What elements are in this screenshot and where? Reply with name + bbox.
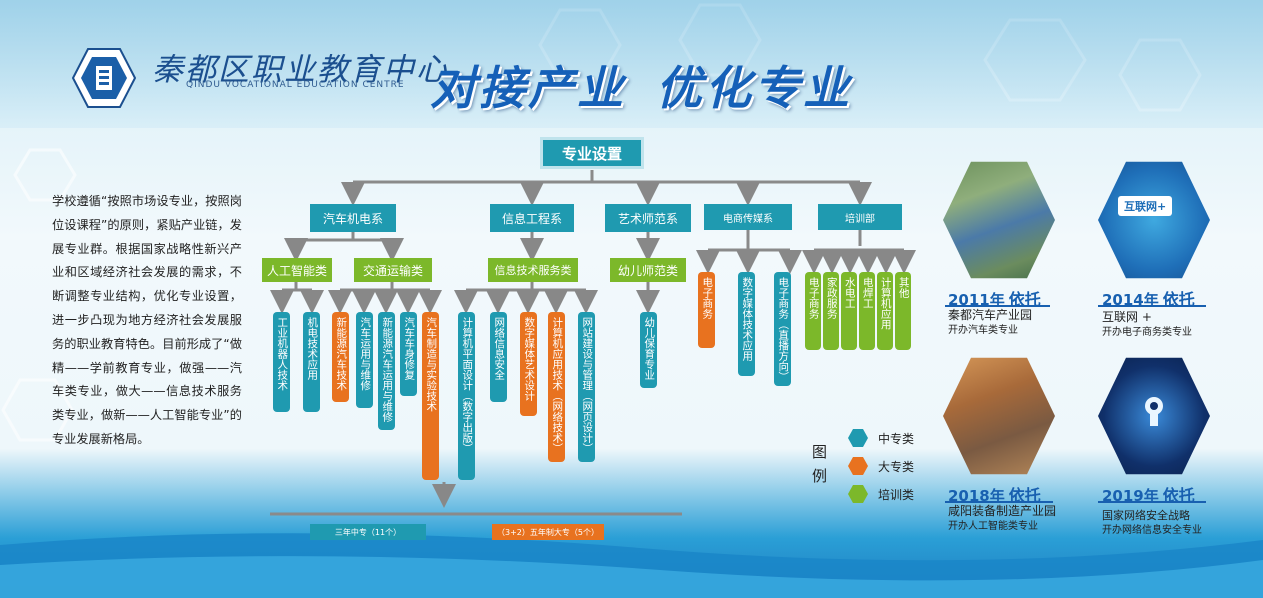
- training-ecommerce: 电子商务: [805, 272, 821, 350]
- milestone-verb: 依托: [1008, 290, 1041, 309]
- tree-root-node: 专业设置: [540, 137, 644, 169]
- footer-college-count: （3+2）五年制大专（5个）: [492, 524, 604, 540]
- milestone-verb: 依托: [1162, 290, 1195, 309]
- legend-item-training: 培训类: [848, 484, 914, 504]
- milestone-year: 2018年: [948, 487, 1005, 505]
- dept-ecommerce-media: 电商传媒系: [704, 204, 792, 230]
- milestone-2011-desc: 秦都汽车产业园 开办汽车类专业: [948, 308, 1032, 338]
- subcat-transportation: 交通运输类: [354, 258, 432, 282]
- legend-label: 大专类: [878, 459, 915, 474]
- major-childcare: 幼儿保育专业: [640, 312, 657, 388]
- major-auto-body-repair: 汽车车身修复: [400, 312, 417, 396]
- milestone-year: 2014年: [1102, 291, 1159, 309]
- milestone-year: 2011年: [948, 291, 1005, 309]
- training-computer-application: 计算机应用: [877, 272, 893, 350]
- milestone-verb: 依托: [1162, 486, 1195, 505]
- title-part-1: 对接产业: [430, 61, 626, 115]
- milestone-line1: 咸阳装备制造产业园: [948, 504, 1057, 518]
- milestone-line1: 互联网 +: [1102, 310, 1152, 324]
- major-graphic-design: 计算机平面设计（数字出版）: [458, 312, 475, 480]
- milestone-year: 2019年: [1102, 487, 1159, 505]
- major-ecommerce-livestream: 电子商务（直播方向）: [774, 272, 791, 386]
- major-electromechanical-tech: 机电技术应用: [303, 312, 320, 412]
- training-plumber-electrician: 水电工: [841, 272, 857, 350]
- major-network-security: 网络信息安全: [490, 312, 507, 402]
- milestone-line2: 开办网络信息安全专业: [1102, 525, 1202, 536]
- legend-swatch-secondary: [848, 429, 868, 447]
- header-band: [0, 0, 1263, 128]
- subcat-artificial-intelligence: 人工智能类: [262, 258, 332, 282]
- major-new-energy-maintenance: 新能源汽车运用与维修: [378, 312, 395, 430]
- milestone-2019-heading: 2019年 依托: [1102, 482, 1195, 506]
- milestone-line2: 开办汽车类专业: [948, 325, 1018, 336]
- legend-item-secondary: 中专类: [848, 428, 914, 448]
- training-housekeeping: 家政服务: [823, 272, 839, 350]
- dept-training: 培训部: [818, 204, 902, 230]
- training-welder: 电焊工: [859, 272, 875, 350]
- subcat-it-services: 信息技术服务类: [488, 258, 578, 282]
- legend-swatch-training: [848, 485, 868, 503]
- milestone-line1: 秦都汽车产业园: [948, 308, 1033, 322]
- milestone-2014-heading: 2014年 依托: [1102, 286, 1195, 310]
- dept-arts-education: 艺术师范系: [605, 204, 691, 232]
- milestone-verb: 依托: [1008, 486, 1041, 505]
- milestone-2019-desc: 国家网络安全战略开办网络信息安全专业: [1102, 508, 1202, 538]
- legend-item-college: 大专类: [848, 456, 914, 476]
- major-new-energy-vehicle: 新能源汽车技术: [332, 312, 349, 402]
- milestone-2018-heading: 2018年 依托: [948, 482, 1041, 506]
- milestone-line1: 国家网络安全战略: [1102, 509, 1190, 522]
- major-ecommerce-college: 电子商务: [698, 272, 715, 348]
- school-name: 秦都区职业教育中心: [152, 52, 449, 88]
- milestone-2014-desc: 互联网 + 开办电子商务类专业: [1102, 310, 1192, 340]
- dept-auto-electromechanical: 汽车机电系: [310, 204, 396, 232]
- milestone-2011-heading: 2011年 依托: [948, 286, 1041, 310]
- major-industrial-robotics: 工业机器人技术: [273, 312, 290, 412]
- legend-title: 图例: [812, 443, 828, 485]
- legend-label: 中专类: [878, 431, 915, 446]
- milestone-2018-desc: 咸阳装备制造产业园 开办人工智能类专业: [948, 504, 1056, 534]
- major-digital-media-tech: 数字媒体技术应用: [738, 272, 755, 376]
- major-auto-manufacturing: 汽车制造与实验技术: [422, 312, 439, 480]
- major-auto-maintenance: 汽车运用与维修: [356, 312, 373, 408]
- milestone-underline: [1098, 501, 1206, 503]
- school-logo-emblem: [72, 48, 136, 108]
- milestone-line2: 开办人工智能类专业: [948, 521, 1038, 532]
- dept-information-engineering: 信息工程系: [490, 204, 574, 232]
- title-part-2: 优化专业: [656, 61, 852, 115]
- major-computer-application: 计算机应用技术（网络技术）: [548, 312, 565, 462]
- footer-secondary-count: 三年中专（11个）: [310, 524, 426, 540]
- milestone-underline: [945, 305, 1050, 307]
- main-title: 对接产业 优化专业: [430, 52, 852, 118]
- major-website-construction: 网站建设与管理（网页设计）: [578, 312, 595, 462]
- internet-plus-badge: 互联网+: [1118, 196, 1173, 216]
- major-digital-media-art: 数字媒体艺术设计: [520, 312, 537, 416]
- school-name-english: QINDU VOCATIONAL EDUCATION CENTRE: [186, 80, 405, 90]
- subcat-preschool: 幼儿师范类: [610, 258, 686, 282]
- milestone-underline: [945, 501, 1053, 503]
- training-other: 其他: [895, 272, 911, 350]
- milestone-underline: [1098, 305, 1206, 307]
- lock-icon: [1145, 397, 1163, 426]
- intro-paragraph: 学校遵循“按照市场设专业，按照岗位设课程”的原则，紧贴产业链，发展专业群。根据国…: [52, 194, 242, 446]
- legend-label: 培训类: [878, 487, 915, 502]
- legend-swatch-college: [848, 457, 868, 475]
- milestone-line2: 开办电子商务类专业: [1102, 327, 1192, 338]
